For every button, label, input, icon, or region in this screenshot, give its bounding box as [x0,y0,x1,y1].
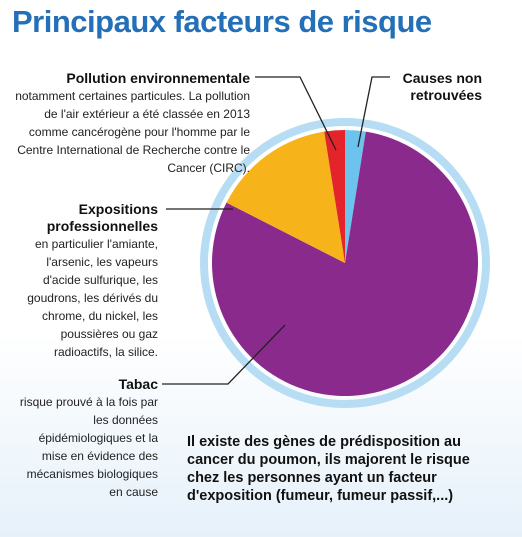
pie-slice-expositions-professionnelles [226,131,345,263]
leader-line-causes [357,76,390,148]
label-pollution: Pollution environnementale notamment cer… [10,70,250,177]
pie-slice-pollution-environnementale [324,130,345,263]
label-causes-heading: Causes non retrouvées [402,70,482,103]
label-expositions-heading: Expositions professionnelles [46,201,158,234]
label-expositions: Expositions professionnelles en particul… [10,201,158,361]
label-tabac-heading: Tabac [118,376,158,392]
label-pollution-heading: Pollution environnementale [66,70,250,86]
label-causes: Causes non retrouvées [378,70,482,104]
label-pollution-text: notamment certaines particules. La pollu… [15,89,250,175]
chart-title: Principaux facteurs de risque [12,4,432,39]
leader-lines [162,76,390,385]
label-expositions-text: en particulier l'amiante, l'arsenic, les… [27,237,158,359]
leader-line-tabac [162,324,286,385]
label-tabac: Tabac risque prouvé à la fois par les do… [10,376,158,501]
pie-outer-ring [200,118,490,408]
genetic-note: Il existe des gènes de prédisposition au… [187,434,470,504]
pie-slice-tabac [212,131,479,397]
label-tabac-text: risque prouvé à la fois par les données … [19,395,158,499]
leader-line-pollution [255,76,337,151]
pie-slice-causes-non-retrouvees [345,130,366,263]
